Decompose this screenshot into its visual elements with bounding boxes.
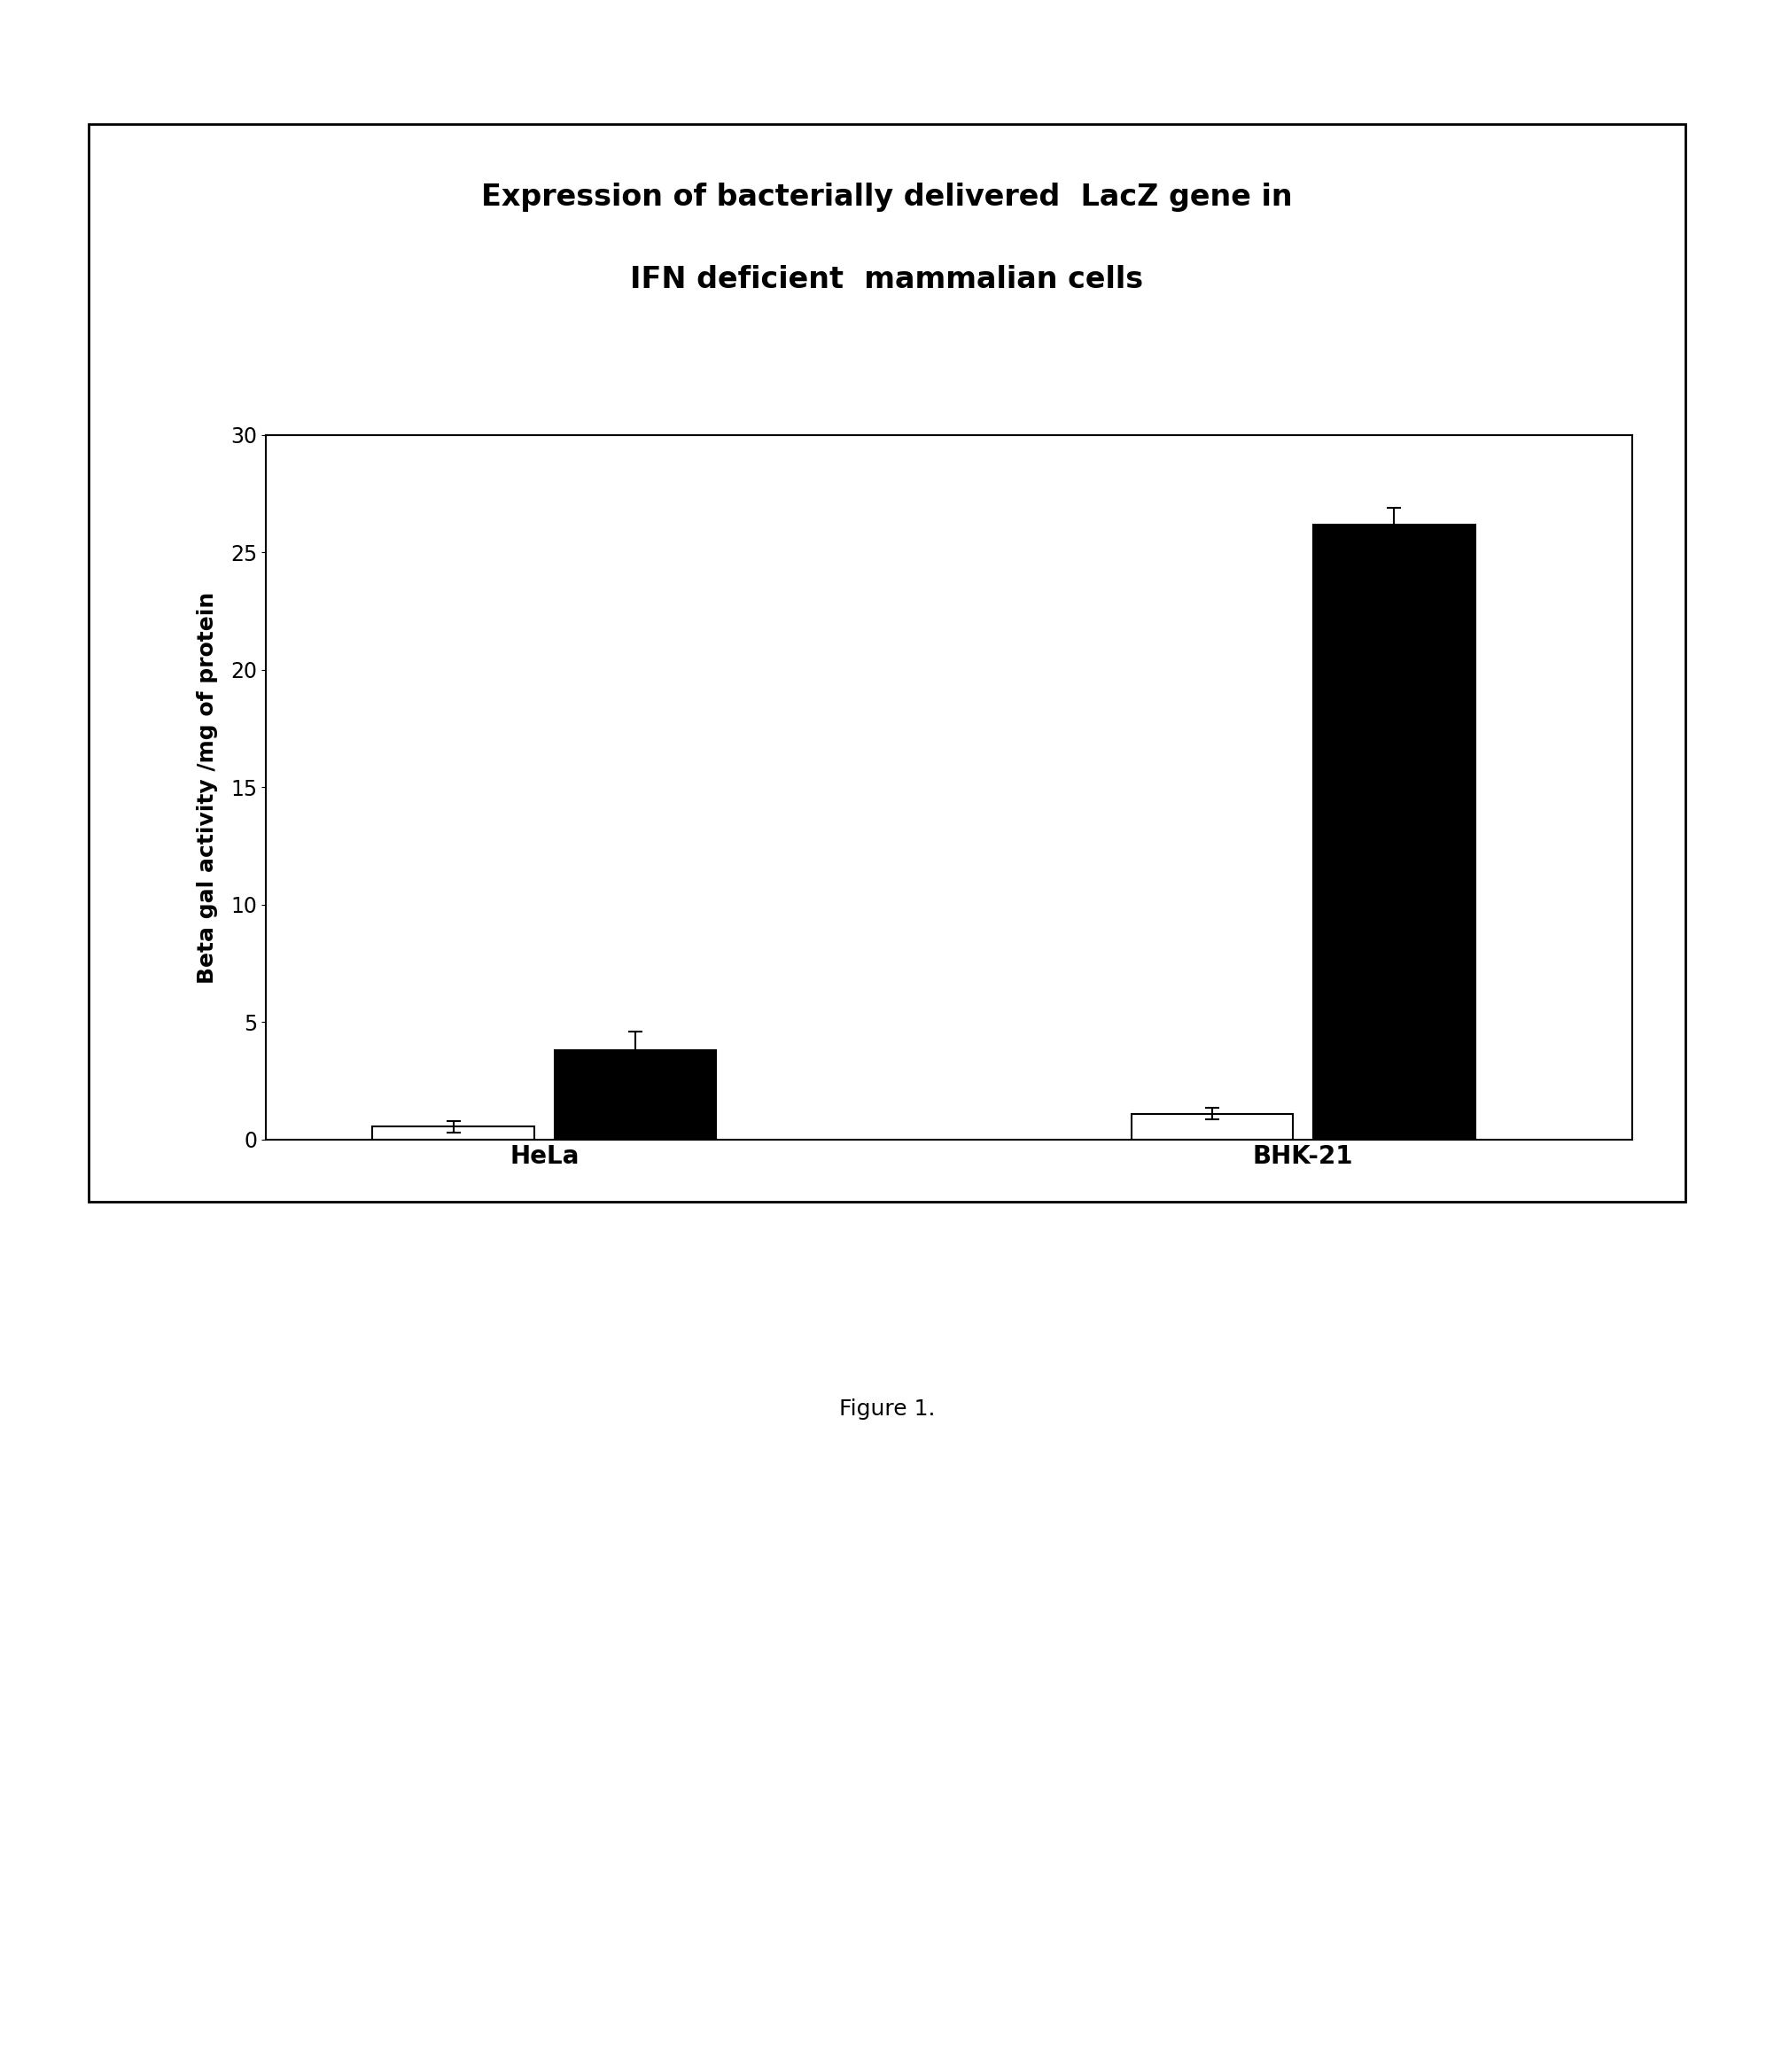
Bar <box>373 1127 534 1140</box>
Bar <box>1132 1115 1293 1140</box>
Text: Figure 1.: Figure 1. <box>839 1399 935 1419</box>
Text: Expression of bacterially delivered  LacZ gene in: Expression of bacterially delivered LacZ… <box>481 182 1293 211</box>
Bar <box>1313 524 1476 1140</box>
Text: IFN deficient  mammalian cells: IFN deficient mammalian cells <box>630 265 1144 294</box>
Bar <box>555 1051 717 1140</box>
Y-axis label: Beta gal activity /mg of protein: Beta gal activity /mg of protein <box>197 591 218 984</box>
